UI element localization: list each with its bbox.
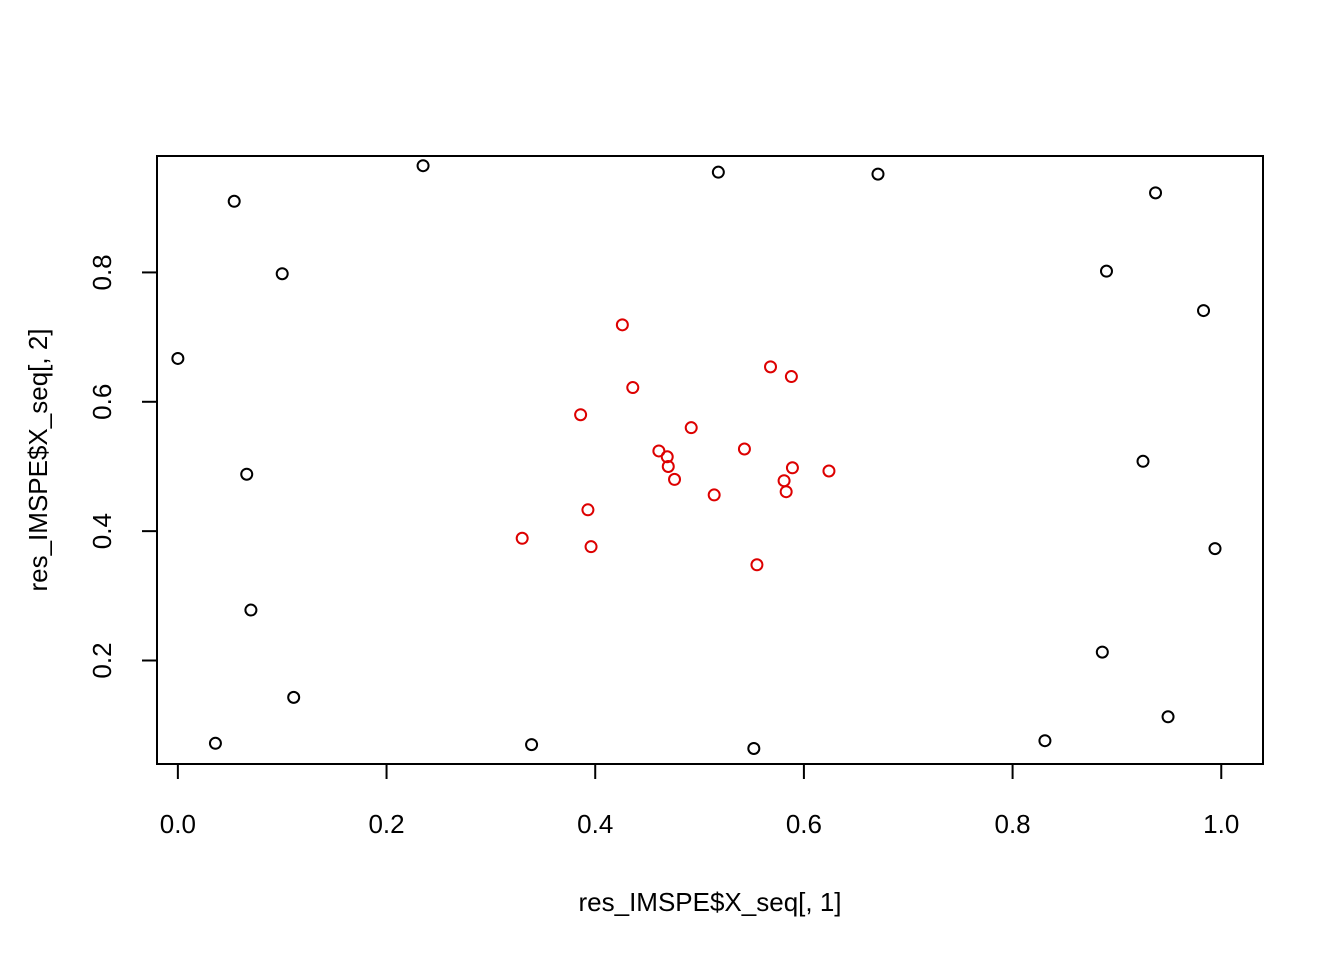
data-point	[750, 558, 764, 572]
series-2	[515, 318, 836, 572]
plot-frame	[156, 155, 1264, 765]
data-point	[660, 450, 674, 464]
x-tick-label: 0.0	[160, 809, 196, 839]
series-1	[171, 159, 1222, 755]
y-tick-label: 0.4	[87, 513, 117, 549]
y-tick-label: 0.2	[87, 642, 117, 678]
data-point	[584, 540, 598, 554]
data-point	[822, 464, 836, 478]
data-point	[515, 531, 529, 545]
data-point	[1136, 454, 1150, 468]
data-point	[287, 690, 301, 704]
data-point	[1038, 734, 1052, 748]
data-point	[615, 318, 629, 332]
x-tick-label: 0.8	[995, 809, 1031, 839]
data-point	[1095, 645, 1109, 659]
x-tick-label: 0.6	[786, 809, 822, 839]
data-point	[1099, 264, 1113, 278]
data-point	[275, 267, 289, 281]
data-point	[707, 488, 721, 502]
data-point	[777, 474, 791, 488]
data-point	[525, 738, 539, 752]
data-point	[171, 351, 185, 365]
data-point	[244, 603, 258, 617]
data-point	[626, 381, 640, 395]
x-tick-label: 1.0	[1203, 809, 1239, 839]
data-point	[416, 159, 430, 173]
data-point	[1149, 186, 1163, 200]
data-point	[711, 165, 725, 179]
x-tick-label: 0.4	[577, 809, 613, 839]
data-point	[208, 736, 222, 750]
y-tick-label: 0.6	[87, 384, 117, 420]
x-axis: 0.0 0.2 0.4 0.6 0.8 1.0	[160, 763, 1239, 839]
data-points	[171, 159, 1222, 755]
y-axis: 0.2 0.4 0.6 0.8	[87, 254, 158, 679]
y-tick-label: 0.8	[87, 254, 117, 290]
data-point	[737, 442, 751, 456]
data-point	[764, 360, 778, 374]
data-point	[1197, 304, 1211, 318]
x-tick-label: 0.2	[368, 809, 404, 839]
data-point	[779, 485, 793, 499]
data-point	[240, 467, 254, 481]
data-point	[747, 741, 761, 755]
data-point	[871, 167, 885, 181]
data-point	[581, 503, 595, 517]
data-point	[1208, 542, 1222, 556]
data-point	[661, 459, 675, 473]
x-axis-label: res_IMSPE$X_seq[, 1]	[578, 887, 841, 917]
data-point	[684, 421, 698, 435]
data-point	[784, 370, 798, 384]
data-point	[227, 194, 241, 208]
data-point	[668, 472, 682, 486]
data-point	[1161, 710, 1175, 724]
data-point	[574, 408, 588, 422]
data-point	[785, 461, 799, 475]
y-axis-label: res_IMSPE$X_seq[, 2]	[23, 328, 53, 591]
